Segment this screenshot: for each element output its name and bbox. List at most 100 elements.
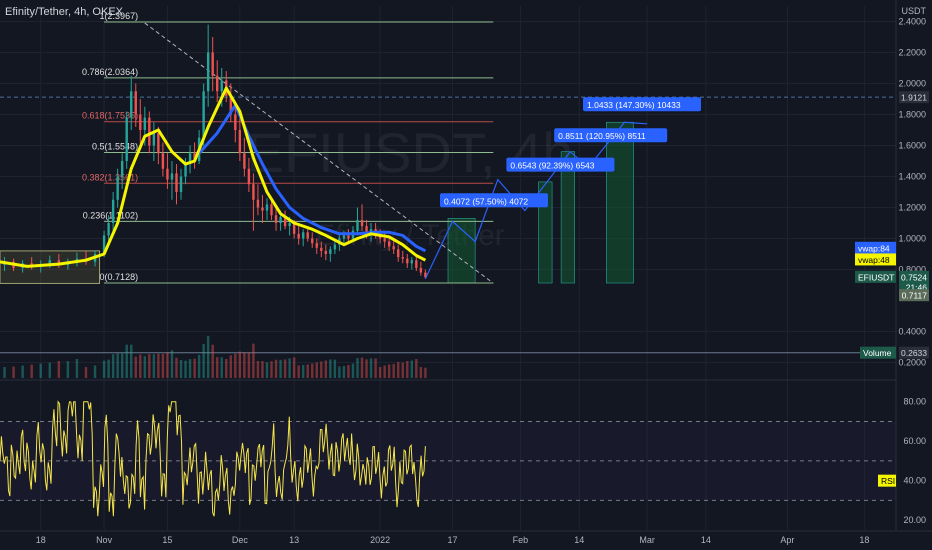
volume-bar	[279, 359, 282, 378]
volume-bar	[383, 365, 386, 378]
candle-body	[279, 216, 282, 223]
volume-bar	[247, 352, 251, 378]
price-tick-label: 1.0000	[898, 234, 926, 244]
volume-bar	[188, 359, 192, 378]
volume-bar	[320, 361, 323, 378]
volume-bar	[243, 352, 246, 378]
target-labels[interactable]: 0.4072 (57.50%) 4072 0.6543 (92.39%) 6543…	[440, 97, 702, 208]
fib-level-label: 0.5(1.5548)	[92, 142, 138, 152]
volume-bar	[3, 367, 6, 378]
volume-bar	[184, 360, 187, 378]
price-tick-label: 1.6000	[898, 141, 926, 151]
candle-body	[297, 233, 300, 239]
target-label-text: 0.8511 (120.95%) 8511	[558, 131, 646, 141]
candle-body	[311, 238, 314, 244]
rsi-tick-label: 20.00	[903, 515, 926, 525]
price-axis-currency: USDT	[902, 6, 927, 16]
candle-body	[179, 176, 183, 192]
candle-body	[365, 226, 368, 233]
rsi-badge-text: RSI	[881, 476, 895, 486]
volume-bar	[161, 353, 165, 378]
volume-bar	[360, 357, 364, 378]
candle-body	[369, 229, 373, 233]
target-label-box[interactable]	[583, 97, 702, 112]
volume-bar	[238, 351, 242, 378]
side-label-vwap84	[855, 241, 896, 254]
target-box	[447, 218, 476, 284]
candle-body	[184, 164, 187, 177]
candle-body	[48, 260, 51, 265]
candle-body	[306, 232, 309, 239]
volume-bar	[419, 367, 423, 378]
time-tick-label: 14	[701, 535, 711, 545]
price-badge-text: 21:46	[906, 282, 928, 292]
volume-bar	[406, 361, 409, 378]
fib-level-label: 0(0.7128)	[100, 272, 139, 282]
volume-bars	[3, 335, 427, 378]
candle-body	[333, 244, 337, 250]
side-label-vwap48	[855, 253, 896, 266]
volume-bar	[93, 365, 97, 378]
volume-bar	[30, 364, 33, 378]
target-box	[606, 121, 634, 284]
volume-bar	[143, 356, 147, 378]
volume-bar	[125, 344, 128, 378]
candle-body	[424, 272, 427, 278]
candle-body	[401, 257, 404, 259]
fib-level-label: 0.786(2.0364)	[82, 67, 138, 77]
volume-bar	[387, 364, 391, 378]
fib-level-label: 0.618(1.7535)	[82, 111, 138, 121]
volume-bar	[48, 362, 51, 378]
horizontal-lines[interactable]	[0, 96, 896, 354]
volume-bar	[410, 360, 413, 378]
candle-body	[342, 235, 346, 239]
candle-body	[415, 260, 418, 268]
rsi-line	[0, 400, 426, 517]
candle-body	[252, 184, 255, 200]
volume-bar	[288, 358, 291, 378]
volume-bar	[347, 365, 350, 378]
rsi-tick-label: 60.00	[903, 436, 926, 446]
candle-body	[320, 247, 323, 251]
side-label-efiusdt	[855, 270, 896, 283]
candle-body	[148, 117, 151, 146]
time-tick-label: 2022	[370, 535, 390, 545]
candle-body	[170, 173, 174, 180]
volume-bar	[152, 354, 156, 378]
price-badge-vol	[899, 346, 929, 359]
price-tick-label: 1.8000	[898, 110, 926, 120]
time-tick-label: Apr	[780, 535, 794, 545]
target-label-box[interactable]	[506, 157, 615, 172]
volume-bar	[392, 364, 395, 378]
volume-bar	[270, 361, 273, 378]
price-tick-label: 2.0000	[898, 79, 926, 89]
price-badge-hline	[899, 91, 929, 104]
target-label-text: 1.0433 (147.30%) 10433	[587, 100, 681, 110]
candle-body	[202, 91, 205, 138]
volume-bar	[356, 358, 359, 378]
candle-body	[274, 215, 278, 223]
volume-bar	[102, 360, 106, 378]
candle-body	[107, 223, 110, 236]
price-badge-last	[899, 270, 929, 283]
target-label-box[interactable]	[554, 128, 668, 143]
fib-retracement[interactable]: 1(2.3967) 0.786(2.0364) 0.618(1.7535) 0.5(1…	[82, 11, 494, 284]
candle-body	[102, 235, 106, 254]
time-tick-label: Nov	[96, 535, 113, 545]
candle-body	[392, 246, 395, 250]
target-label-box[interactable]	[440, 193, 548, 208]
descending-trendline[interactable]	[144, 22, 494, 284]
volume-bar	[342, 366, 346, 378]
trendline[interactable]	[144, 22, 494, 284]
candle-body	[270, 204, 273, 216]
candle-body	[143, 117, 147, 130]
volume-bar	[265, 362, 269, 378]
time-tick-label: 17	[448, 535, 458, 545]
candle-body	[116, 176, 119, 200]
symbol-legend[interactable]: Efinity/Tether, 4h, OKEX	[5, 6, 123, 18]
volume-bar	[351, 363, 355, 378]
volume-bar	[292, 357, 296, 378]
fib-level-label: 0.236(1.1102)	[83, 210, 138, 220]
